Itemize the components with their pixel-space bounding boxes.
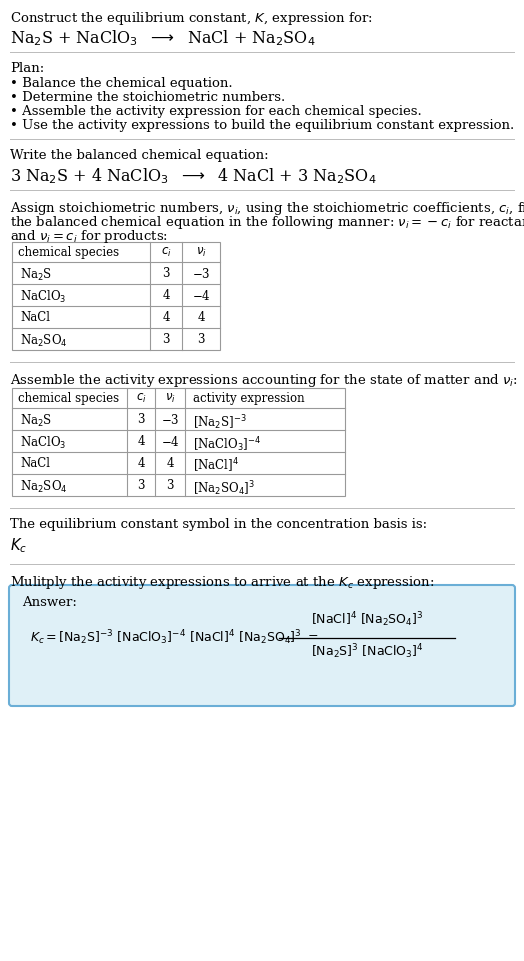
Text: NaClO$_3$: NaClO$_3$ [20,435,67,451]
Text: [Na$_2$S]$^{-3}$: [Na$_2$S]$^{-3}$ [193,413,247,431]
Text: activity expression: activity expression [193,392,304,405]
Text: Na$_2$S: Na$_2$S [20,267,52,283]
Text: chemical species: chemical species [18,246,119,259]
Text: 4: 4 [137,457,145,470]
Text: 3: 3 [137,413,145,426]
Text: $-$4: $-$4 [161,435,179,449]
Text: $K_c$: $K_c$ [10,536,27,554]
Text: 3: 3 [162,333,170,346]
Text: Na$_2$SO$_4$: Na$_2$SO$_4$ [20,333,68,349]
Text: 3: 3 [197,333,205,346]
Text: [Na$_2$SO$_4$]$^{3}$: [Na$_2$SO$_4$]$^{3}$ [193,479,255,498]
Text: Construct the equilibrium constant, $\it{K}$, expression for:: Construct the equilibrium constant, $\it… [10,10,373,27]
Text: [NaCl]$^{4}$: [NaCl]$^{4}$ [193,457,239,476]
Text: • Use the activity expressions to build the equilibrium constant expression.: • Use the activity expressions to build … [10,119,514,132]
Text: Mulitply the activity expressions to arrive at the $K_c$ expression:: Mulitply the activity expressions to arr… [10,574,434,591]
Text: Na$_2$SO$_4$: Na$_2$SO$_4$ [20,479,68,495]
Text: 3: 3 [137,479,145,492]
Text: Na$_2$S + NaClO$_3$  $\longrightarrow$  NaCl + Na$_2$SO$_4$: Na$_2$S + NaClO$_3$ $\longrightarrow$ Na… [10,28,315,48]
Text: $\nu_i$: $\nu_i$ [195,246,206,259]
Text: Write the balanced chemical equation:: Write the balanced chemical equation: [10,149,269,162]
Bar [12,388,345,496]
Bar [12,242,220,350]
Text: 4: 4 [162,289,170,302]
Text: 4: 4 [162,311,170,324]
Text: 3: 3 [162,267,170,280]
Text: $-$3: $-$3 [192,267,210,281]
Text: $[\mathrm{NaCl}]^{4}\ [\mathrm{Na_2SO_4}]^{3}$: $[\mathrm{NaCl}]^{4}\ [\mathrm{Na_2SO_4}… [311,610,423,628]
Text: Answer:: Answer: [22,596,77,609]
Text: The equilibrium constant symbol in the concentration basis is:: The equilibrium constant symbol in the c… [10,518,427,531]
Text: • Balance the chemical equation.: • Balance the chemical equation. [10,77,233,90]
Text: 3 Na$_2$S + 4 NaClO$_3$  $\longrightarrow$  4 NaCl + 3 Na$_2$SO$_4$: 3 Na$_2$S + 4 NaClO$_3$ $\longrightarrow… [10,166,377,185]
Text: chemical species: chemical species [18,392,119,405]
Text: Assign stoichiometric numbers, $\nu_i$, using the stoichiometric coefficients, $: Assign stoichiometric numbers, $\nu_i$, … [10,200,524,217]
Text: 3: 3 [166,479,174,492]
Text: $[\mathrm{Na_2S}]^{3}\ [\mathrm{NaClO_3}]^{4}$: $[\mathrm{Na_2S}]^{3}\ [\mathrm{NaClO_3}… [311,642,423,661]
Text: [NaClO$_3$]$^{-4}$: [NaClO$_3$]$^{-4}$ [193,435,261,454]
Text: 4: 4 [166,457,174,470]
Text: Assemble the activity expressions accounting for the state of matter and $\nu_i$: Assemble the activity expressions accoun… [10,372,518,389]
Text: and $\nu_i = c_i$ for products:: and $\nu_i = c_i$ for products: [10,228,168,245]
Text: $-$4: $-$4 [192,289,210,303]
Text: $c_i$: $c_i$ [161,246,171,259]
Text: Na$_2$S: Na$_2$S [20,413,52,430]
Text: 4: 4 [137,435,145,448]
Text: • Determine the stoichiometric numbers.: • Determine the stoichiometric numbers. [10,91,285,104]
FancyBboxPatch shape [9,585,515,706]
Text: NaClO$_3$: NaClO$_3$ [20,289,67,305]
Text: • Assemble the activity expression for each chemical species.: • Assemble the activity expression for e… [10,105,422,118]
Text: $\nu_i$: $\nu_i$ [165,392,176,406]
Text: $K_c = [\mathrm{Na_2S}]^{-3}\ [\mathrm{NaClO_3}]^{-4}\ [\mathrm{NaCl}]^{4}\ [\ma: $K_c = [\mathrm{Na_2S}]^{-3}\ [\mathrm{N… [30,628,319,647]
Text: NaCl: NaCl [20,311,50,324]
Text: NaCl: NaCl [20,457,50,470]
Text: 4: 4 [197,311,205,324]
Text: $-$3: $-$3 [161,413,179,427]
Text: Plan:: Plan: [10,62,44,75]
Text: $c_i$: $c_i$ [136,392,146,406]
Text: the balanced chemical equation in the following manner: $\nu_i = -c_i$ for react: the balanced chemical equation in the fo… [10,214,524,231]
